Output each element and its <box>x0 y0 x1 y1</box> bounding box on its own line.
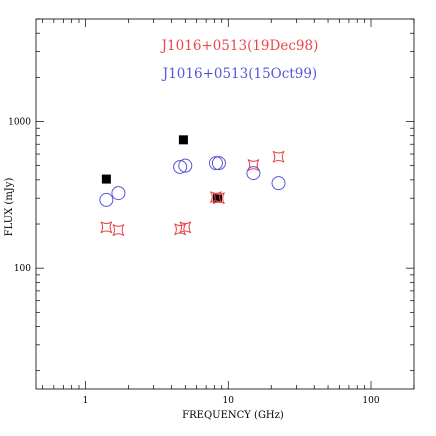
data-points <box>99 135 286 236</box>
data-point-circle <box>178 158 193 173</box>
x-tick-label: 1 <box>83 396 89 406</box>
data-point-star <box>100 221 113 234</box>
legend-entry-19dec98: J1016+0513(19Dec98) <box>160 38 319 54</box>
y-tick-label: 100 <box>14 264 31 274</box>
data-point-circle <box>271 176 286 191</box>
data-point-circle <box>99 192 114 207</box>
x-tick-label: 100 <box>362 396 379 406</box>
data-point-star <box>212 192 225 205</box>
tick-labels: 1 10 100 100 1000 <box>8 118 380 406</box>
data-point-star <box>112 224 125 236</box>
data-point-square <box>101 174 111 184</box>
legend-entry-15oct99: J1016+0513(15Oct99) <box>161 66 317 82</box>
data-point-circle <box>173 159 188 174</box>
data-point-circle <box>111 186 126 201</box>
x-tick-label: 10 <box>223 396 235 406</box>
x-axis-label: FREQUENCY (GHz) <box>182 410 284 421</box>
axis-ticks <box>36 18 415 389</box>
y-axis-label: FLUX (mJy) <box>4 178 15 237</box>
data-point-star <box>272 150 285 163</box>
data-point-star <box>174 223 187 236</box>
data-point-circle <box>211 156 226 171</box>
data-point-star <box>179 221 192 234</box>
data-point-circle <box>246 166 261 181</box>
data-point-star <box>247 159 260 171</box>
data-point-circle <box>208 156 223 171</box>
data-point-square <box>212 193 222 203</box>
plot-frame <box>35 18 415 390</box>
data-point-square <box>178 135 188 145</box>
y-tick-label: 1000 <box>8 118 31 128</box>
